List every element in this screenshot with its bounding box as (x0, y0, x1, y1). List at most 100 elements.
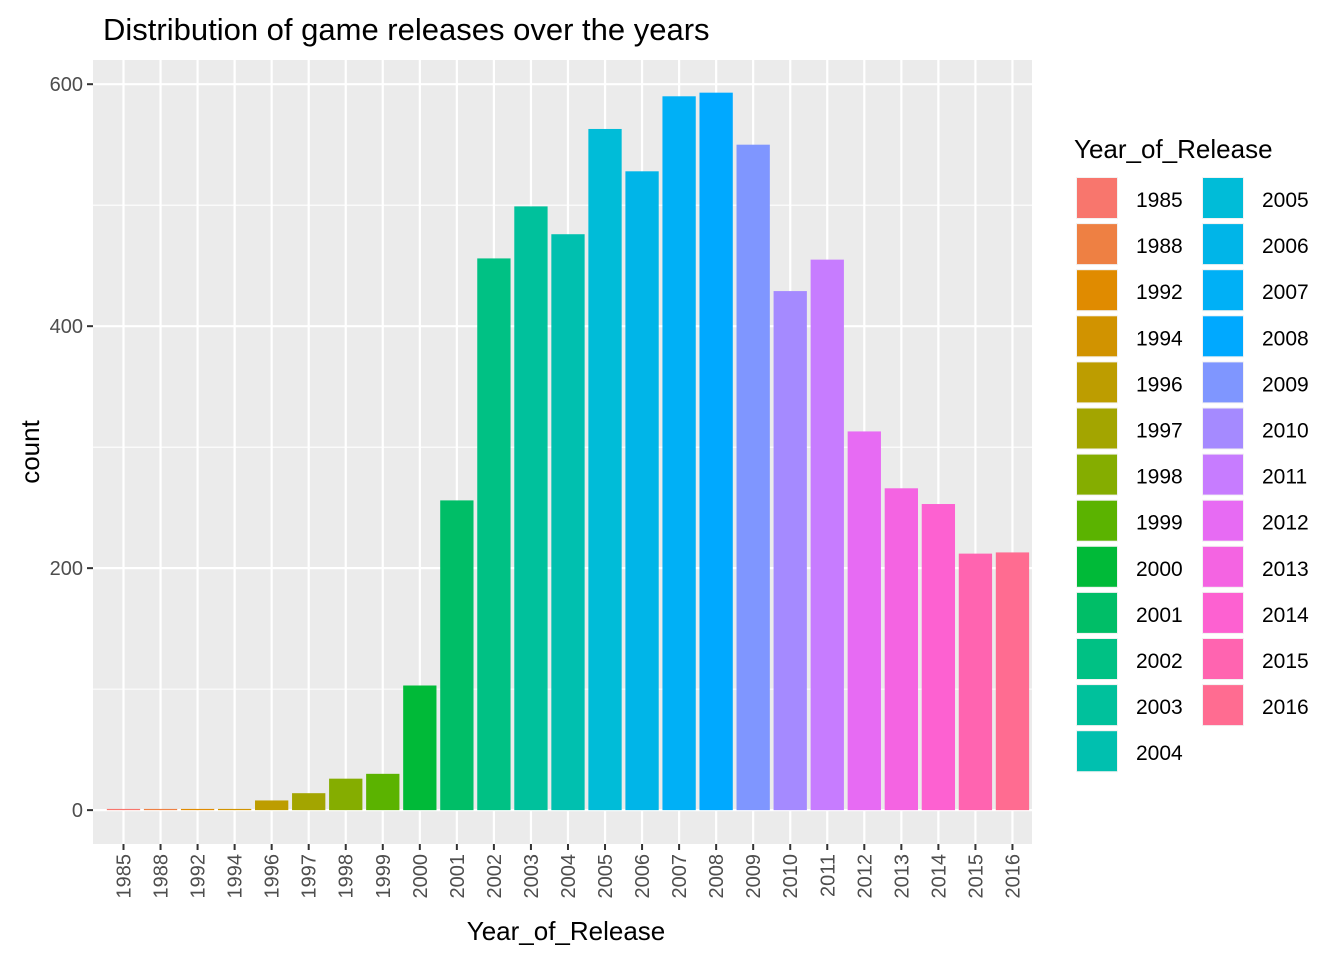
bar-1985 (106, 808, 141, 811)
x-tick-label: 2004 (558, 854, 580, 899)
bar-2003 (514, 206, 548, 811)
x-tick-label: 2005 (595, 854, 617, 899)
x-tick-label: 2003 (521, 854, 543, 899)
x-tick-label: 2006 (632, 854, 654, 899)
bar-2016 (995, 552, 1030, 811)
legend-label: 2006 (1262, 235, 1309, 258)
legend-label: 1985 (1136, 189, 1183, 212)
x-tick-label: 1988 (151, 854, 173, 899)
legend-key-1996 (1077, 362, 1117, 403)
x-tick-label: 2008 (706, 854, 728, 899)
legend-title: Year_of_Release (1074, 134, 1273, 164)
x-tick-label: 2010 (780, 854, 802, 899)
x-tick-label: 2012 (854, 854, 876, 899)
bar-2015 (958, 553, 993, 811)
bar-2014 (921, 504, 956, 811)
x-tick-label: 2002 (484, 854, 506, 899)
bar-2010 (773, 291, 807, 811)
bar-2006 (625, 171, 659, 811)
legend-key-2002 (1077, 639, 1117, 679)
bars (106, 92, 1030, 811)
legend-label: 2013 (1262, 558, 1309, 581)
legend-key-2008 (1203, 316, 1243, 357)
legend-items: 1985 1988 1992 1994 1996 1997 1998 1999 2000 2001… (1076, 177, 1309, 773)
x-tick-label: 2000 (410, 854, 432, 899)
bar-1988 (143, 808, 178, 811)
bar-2013 (884, 488, 918, 811)
bar-2012 (847, 431, 881, 811)
chart-title: Distribution of game releases over the y… (103, 12, 710, 47)
legend-key-1997 (1077, 408, 1117, 449)
y-tick-label: 600 (50, 74, 83, 96)
legend-key-2004 (1077, 731, 1117, 772)
legend-label: 1994 (1136, 327, 1183, 350)
legend-label: 1999 (1136, 512, 1183, 535)
bar-1996 (255, 800, 289, 811)
legend-key-2009 (1203, 362, 1243, 403)
legend-key-1992 (1077, 270, 1117, 311)
legend-key-2016 (1203, 685, 1243, 726)
legend-label: 1997 (1136, 420, 1183, 443)
x-tick-label: 1999 (373, 854, 395, 899)
x-tick-label: 2011 (817, 854, 839, 897)
bar-2008 (699, 92, 733, 811)
legend-label: 2001 (1136, 604, 1183, 627)
legend-label: 2000 (1136, 558, 1183, 581)
legend-key-2000 (1077, 546, 1117, 587)
x-tick-label: 2013 (891, 854, 913, 899)
bar-2005 (588, 128, 622, 811)
bar-1999 (366, 773, 400, 811)
legend-key-2005 (1203, 178, 1243, 218)
x-axis: 1985 1988 1992 1994 1996 1997 1998 1999 2000 2001… (114, 844, 1024, 899)
bar-2002 (477, 258, 511, 811)
bar-1997 (292, 793, 326, 811)
legend-key-2013 (1203, 546, 1243, 587)
legend-label: 2012 (1262, 512, 1309, 535)
legend-label: 1992 (1136, 281, 1183, 304)
y-tick-label: 0 (72, 800, 83, 822)
bar-2004 (551, 234, 585, 811)
bar-2009 (736, 144, 770, 811)
y-tick-label: 400 (50, 316, 83, 338)
legend-key-1985 (1077, 178, 1117, 218)
legend-label: 2003 (1136, 696, 1183, 719)
legend-key-2007 (1203, 270, 1243, 311)
legend-key-2015 (1203, 639, 1243, 679)
x-tick-label: 2015 (965, 854, 987, 899)
legend-label: 2004 (1136, 742, 1183, 765)
x-tick-label: 1996 (262, 854, 284, 899)
x-tick-label: 1998 (336, 854, 358, 899)
bar-1992 (180, 808, 215, 811)
legend-label: 1996 (1136, 373, 1183, 396)
x-tick-label: 1985 (114, 854, 136, 899)
legend-label: 2010 (1262, 420, 1309, 443)
bar-2000 (403, 685, 437, 811)
y-axis: 0 200 400 600 (50, 74, 93, 822)
legend-label: 1988 (1136, 235, 1183, 258)
bar-1998 (329, 778, 363, 811)
legend-label: 2015 (1262, 650, 1309, 673)
legend-label: 2008 (1262, 327, 1309, 350)
legend-label: 2009 (1262, 373, 1309, 396)
legend-label: 2014 (1262, 604, 1309, 627)
x-axis-title: Year_of_Release (467, 916, 666, 946)
legend-label: 2007 (1262, 281, 1309, 304)
legend-label: 1998 (1136, 466, 1183, 489)
legend-key-2003 (1077, 685, 1117, 726)
x-tick-label: 2001 (447, 854, 469, 899)
legend-key-1988 (1077, 224, 1117, 265)
legend-key-2001 (1077, 592, 1117, 633)
legend-key-1998 (1077, 454, 1117, 495)
x-tick-label: 1992 (188, 854, 210, 899)
legend-key-2010 (1203, 408, 1243, 449)
legend-label: 2011 (1262, 466, 1307, 489)
bar-2011 (810, 259, 844, 811)
bar-2007 (662, 96, 696, 811)
legend-key-1999 (1077, 500, 1117, 541)
legend-key-2012 (1203, 500, 1243, 541)
y-tick-label: 200 (50, 558, 83, 580)
legend-key-2011 (1203, 454, 1243, 495)
x-tick-label: 2007 (669, 854, 691, 899)
legend-label: 2016 (1262, 696, 1309, 719)
